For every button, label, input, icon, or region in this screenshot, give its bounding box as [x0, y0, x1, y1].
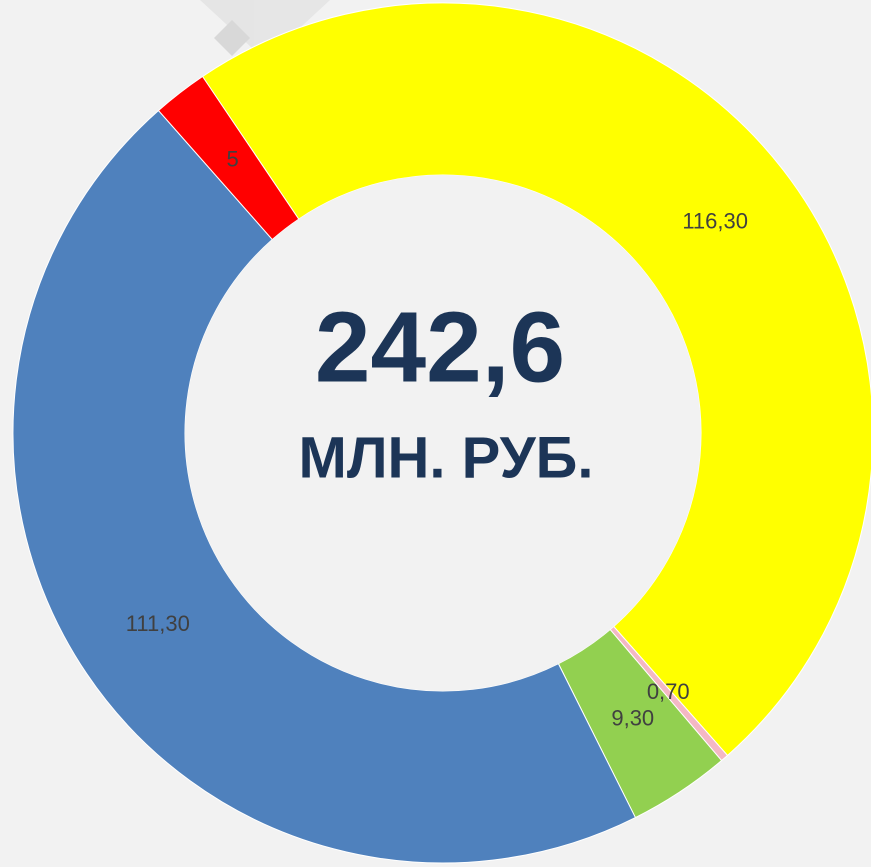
- value-label: 111,30: [126, 611, 190, 636]
- value-label: 9,30: [611, 706, 654, 731]
- value-label: 5: [226, 147, 238, 172]
- value-label: 0,70: [647, 679, 690, 704]
- value-label: 116,30: [682, 208, 748, 233]
- center-value: 242,6: [315, 291, 565, 403]
- center-unit: МЛН. РУБ.: [299, 425, 594, 490]
- chart: 242,6 МЛН. РУБ. 116,30 0,709,30 111,30 5: [0, 0, 871, 867]
